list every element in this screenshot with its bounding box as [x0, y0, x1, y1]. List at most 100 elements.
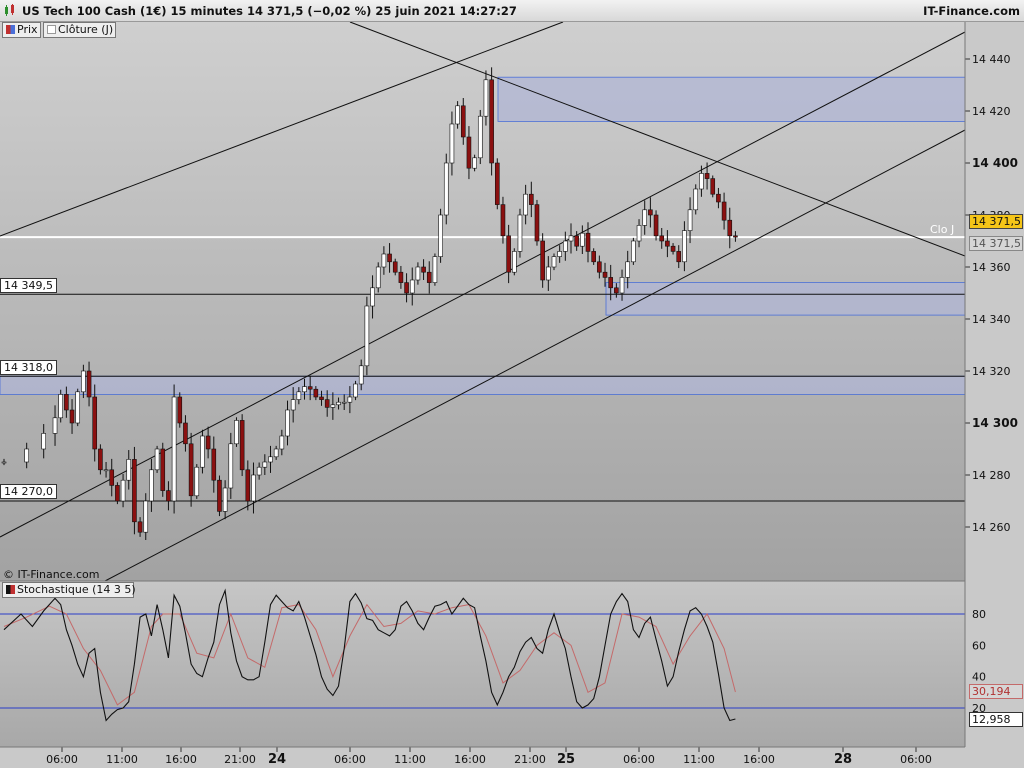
- x-tick-label: 28: [834, 752, 852, 767]
- candle: [460, 98, 466, 145]
- candle: [404, 273, 409, 303]
- y-tick-label: 14 340: [972, 313, 1011, 326]
- x-tick-label: 16:00: [454, 753, 486, 766]
- close-price-tag: 14 371,5: [969, 236, 1023, 251]
- candle: [580, 225, 585, 254]
- candle: [563, 231, 568, 261]
- candle: [52, 405, 58, 446]
- candle: [574, 231, 579, 251]
- y-tick-label: 14 260: [972, 521, 1011, 534]
- trendline-upper-channel: [0, 21, 564, 237]
- y-tick-label: 14 320: [972, 365, 1011, 378]
- stochastic-plot-background: [0, 581, 965, 747]
- candle: [676, 245, 682, 269]
- stochastic-swatch-icon: [6, 585, 15, 594]
- legend-stochastic-label: Stochastique (14 3 5): [17, 583, 136, 596]
- candle: [290, 387, 296, 423]
- candle: [704, 162, 710, 190]
- x-tick-label: 06:00: [623, 753, 655, 766]
- time-axis-background: [0, 747, 1024, 768]
- y-tick-label: 14 400: [972, 156, 1018, 170]
- candle: [670, 243, 676, 255]
- candle: [262, 454, 268, 475]
- candle: [154, 445, 160, 473]
- candle: [608, 264, 613, 301]
- candle: [364, 296, 370, 376]
- candle: [517, 208, 523, 258]
- candle: [256, 462, 262, 480]
- candle: [597, 255, 602, 279]
- candle: [330, 392, 336, 420]
- candle: [98, 444, 103, 475]
- candle: [194, 464, 200, 499]
- candle: [682, 221, 687, 272]
- candle: [506, 224, 511, 284]
- candle: [137, 517, 143, 537]
- candle: [546, 256, 551, 291]
- candle: [109, 458, 115, 497]
- candle: [659, 228, 665, 249]
- candle: [721, 192, 727, 230]
- candle: [693, 184, 699, 215]
- candle: [1, 458, 7, 466]
- candle: [24, 442, 29, 469]
- candlestick-icon: [5, 4, 14, 16]
- candle: [381, 246, 387, 275]
- stoch-k-tag: 12,958: [969, 712, 1023, 727]
- candle: [296, 387, 302, 405]
- stoch-d-tag: 30,194: [969, 684, 1023, 699]
- candle: [585, 222, 591, 263]
- x-tick-label: 11:00: [683, 753, 715, 766]
- candle: [426, 261, 432, 294]
- candle: [625, 250, 631, 289]
- candle: [166, 481, 171, 511]
- stochastic-tick-label: 80: [972, 608, 986, 621]
- stochastic-tick-label: 20: [972, 702, 986, 715]
- candle: [353, 380, 358, 401]
- candle: [409, 267, 415, 306]
- candle: [205, 426, 211, 459]
- candle: [511, 248, 517, 276]
- candle: [149, 458, 154, 512]
- candle: [432, 253, 438, 286]
- candle: [200, 429, 205, 474]
- candle: [494, 158, 500, 210]
- level-label: 14 270,0: [0, 484, 57, 499]
- close-line-label: Clo J: [930, 223, 955, 236]
- candle: [642, 200, 648, 235]
- candle: [489, 67, 494, 176]
- candle: [307, 375, 313, 401]
- candle: [568, 223, 574, 254]
- stochastic-tick-label: 60: [972, 639, 986, 652]
- legend-price[interactable]: Prix: [2, 22, 41, 38]
- candle: [665, 230, 670, 258]
- candle: [534, 199, 540, 246]
- candle: [273, 445, 279, 460]
- x-tick-label: 06:00: [334, 753, 366, 766]
- x-tick-label: 24: [268, 752, 286, 767]
- trendline-resistance: [349, 21, 966, 257]
- x-tick-label: 11:00: [106, 753, 138, 766]
- candle: [251, 462, 256, 514]
- brand-name: IT-Finance.com: [923, 4, 1020, 18]
- legend-stochastic[interactable]: Stochastique (14 3 5): [2, 582, 136, 598]
- candle: [336, 397, 341, 410]
- candle: [188, 432, 194, 507]
- candle: [421, 259, 426, 280]
- y-tick-label: 14 280: [972, 469, 1011, 482]
- legend-close[interactable]: Clôture (J): [43, 22, 116, 38]
- candle: [449, 111, 455, 176]
- title-bar: US Tech 100 Cash (1€) 15 minutes 14 371,…: [0, 0, 1024, 22]
- candle: [341, 394, 347, 410]
- level-label: 14 318,0: [0, 360, 57, 375]
- candle: [523, 184, 528, 225]
- candle: [472, 154, 477, 172]
- candle: [285, 400, 290, 446]
- candle: [699, 165, 704, 197]
- price-zone: [0, 375, 966, 395]
- price-zone: [605, 282, 966, 316]
- candle: [477, 109, 483, 165]
- price-axis-background: [965, 22, 1024, 747]
- candle: [370, 275, 375, 319]
